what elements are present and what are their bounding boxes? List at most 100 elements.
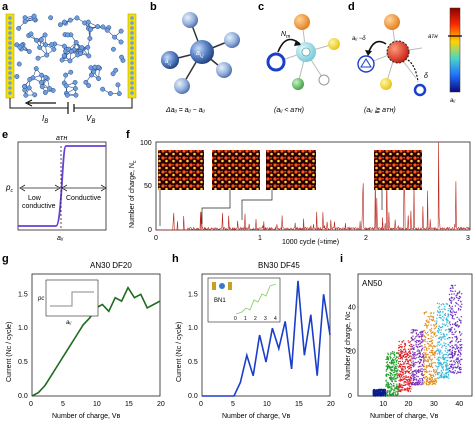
scatter-point — [390, 368, 391, 369]
scatter-point — [392, 377, 393, 378]
scatter-point — [455, 323, 456, 324]
scatter-point — [411, 378, 412, 379]
scatter-point — [401, 368, 402, 369]
nanoparticle — [64, 84, 68, 88]
scatter-point — [373, 395, 374, 396]
panel-h-letter: h — [172, 253, 179, 265]
scatter-point — [398, 387, 399, 388]
scatter-point — [390, 383, 391, 384]
scatter-point — [406, 377, 407, 378]
scatter-point — [431, 343, 432, 344]
scatter-point — [440, 332, 441, 333]
scatter-point — [448, 308, 449, 309]
scatter-point — [452, 317, 453, 318]
scatter-point — [445, 319, 446, 320]
y-tick-label: 20 — [348, 349, 356, 356]
scatter-point — [418, 361, 419, 362]
scatter-point — [399, 373, 400, 374]
panel-g-xlabel: Number of charge, Vʙ — [52, 413, 121, 420]
scatter-point — [424, 336, 425, 337]
panel-i: i AN50 Number of charge, Nᴄ Number of ch… — [338, 252, 474, 423]
scatter-point — [408, 362, 409, 363]
nanoparticle — [29, 32, 33, 36]
scatter-point — [416, 362, 417, 363]
scatter-point — [420, 346, 421, 347]
scatter-point — [403, 352, 404, 353]
scatter-point — [431, 350, 432, 351]
hop-arrow-label: Nm — [281, 31, 290, 40]
nanoparticle — [23, 19, 27, 23]
scatter-point — [421, 357, 422, 358]
scatter-point — [418, 334, 419, 335]
scatter-point — [448, 378, 449, 379]
scatter-point — [460, 350, 461, 351]
scatter-point — [460, 335, 461, 336]
scatter-point — [422, 375, 423, 376]
scatter-point — [455, 370, 456, 371]
scatter-point — [391, 380, 392, 381]
scatter-point — [457, 362, 458, 363]
scatter-point — [409, 383, 410, 384]
x-tick-label: 0 — [199, 401, 203, 408]
scatter-point — [441, 374, 442, 375]
scatter-point — [443, 324, 444, 325]
scatter-point — [436, 326, 437, 327]
nanoparticle — [105, 28, 109, 32]
scatter-point — [405, 368, 406, 369]
scatter-point — [397, 389, 398, 390]
scatter-point — [420, 332, 421, 333]
scatter-point — [434, 357, 435, 358]
scatter-point — [445, 315, 446, 316]
scatter-point — [424, 330, 425, 331]
scatter-point — [447, 350, 448, 351]
scatter-point — [424, 361, 425, 362]
scatter-point — [439, 354, 440, 355]
scatter-point — [399, 354, 400, 355]
scatter-point — [433, 325, 434, 326]
electrode-particle — [130, 71, 134, 75]
scatter-point — [396, 394, 397, 395]
scatter-point — [380, 394, 381, 395]
scatter-point — [412, 346, 413, 347]
scatter-point — [406, 358, 407, 359]
scatter-point — [410, 355, 411, 356]
scatter-point — [444, 336, 445, 337]
scatter-point — [421, 371, 422, 372]
scatter-point — [409, 381, 410, 382]
scatter-point — [403, 340, 404, 341]
scatter-point — [443, 308, 444, 309]
panel-f-xlabel: 1000 cycle (≈time) — [282, 239, 339, 246]
electrode-particle — [8, 81, 12, 85]
scatter-point — [401, 371, 402, 372]
scatter-point — [449, 364, 450, 365]
scatter-point — [455, 352, 456, 353]
scatter-point — [458, 354, 459, 355]
scatter-point — [435, 378, 436, 379]
scatter-point — [443, 336, 444, 337]
scatter-point — [395, 378, 396, 379]
scatter-point — [437, 348, 438, 349]
scatter-point — [460, 305, 461, 306]
scatter-point — [457, 359, 458, 360]
scatter-point — [427, 321, 428, 322]
scatter-point — [402, 387, 403, 388]
scatter-point — [428, 321, 429, 322]
scatter-point — [405, 375, 406, 376]
scatter-point — [443, 317, 444, 318]
scatter-point — [442, 319, 443, 320]
scatter-point — [429, 329, 430, 330]
nanoparticle — [93, 65, 97, 69]
scatter-point — [448, 371, 449, 372]
panel-h-inset-label: BN1 — [214, 298, 226, 304]
scatter-point — [447, 316, 448, 317]
scatter-point — [387, 358, 388, 359]
scatter-point — [400, 344, 401, 345]
scatter-point — [421, 336, 422, 337]
scatter-point — [435, 374, 436, 375]
scatter-point — [448, 374, 449, 375]
nanoparticle — [84, 80, 88, 84]
panel-i-chart: i AN50 Number of charge, Nᴄ Number of ch… — [338, 252, 474, 423]
panel-a-letter: a — [2, 1, 9, 13]
scatter-point — [420, 382, 421, 383]
panel-a: a IB VB — [0, 0, 144, 124]
